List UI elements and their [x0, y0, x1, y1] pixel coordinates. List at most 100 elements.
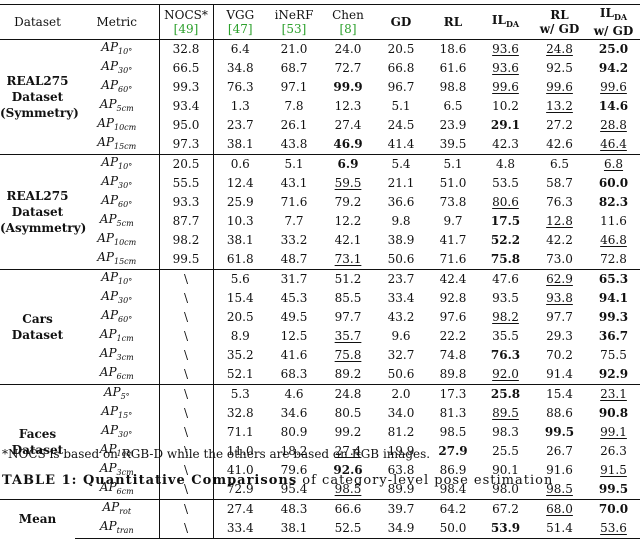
value-cell: 98.8 — [427, 78, 479, 97]
value-cell: 27.4 — [213, 499, 267, 519]
value-cell: 20.5 — [375, 39, 427, 59]
value-text: 27.4 — [226, 502, 254, 516]
value-text: 12.2 — [334, 214, 362, 228]
value-cell: 17.5 — [479, 212, 532, 231]
value-text: 79.2 — [334, 195, 362, 209]
metric-subscript: 10cm — [114, 123, 137, 132]
value-cell: 24.8 — [321, 384, 375, 404]
value-cell: 4.8 — [479, 154, 532, 174]
value-text: 93.6 — [492, 42, 519, 56]
value-text: 96.7 — [387, 80, 415, 94]
table-row: AP30° \ 15.4 45.3 85.5 33.4 92.8 93.5 93.8 94.1 — [0, 289, 640, 308]
value-text: 6.9 — [337, 157, 359, 171]
value-text: 75.8 — [334, 348, 362, 362]
table-row: AP3cm \ 41.0 79.6 92.6 63.8 86.9 90.1 91.6 91.5 — [0, 461, 640, 480]
metric-cell: AP60° — [75, 193, 160, 212]
value-text: 43.1 — [280, 176, 308, 190]
header-vgg: VGG [47] — [213, 4, 267, 40]
value-cell: 10.3 — [213, 212, 267, 231]
value-text: 68.3 — [280, 367, 308, 381]
value-cell: 93.6 — [479, 39, 532, 59]
results-table-container: Dataset Metric NOCS* [49] VGG [47] iNeRF [5… — [0, 4, 640, 539]
value-cell: 82.3 — [587, 193, 640, 212]
value-text: 41.0 — [226, 463, 254, 477]
table-row: AP5cm 93.4 1.3 7.8 12.3 5.1 6.5 10.2 13.2 14.6 — [0, 97, 640, 116]
value-cell: 73.1 — [321, 250, 375, 270]
value-text: 6.8 — [603, 157, 624, 171]
value-text: 81.3 — [439, 406, 467, 420]
table-row: APtran \ 33.4 38.1 52.5 34.9 50.0 53.9 51.4 53.6 — [0, 519, 640, 539]
value-cell: 76.3 — [532, 193, 587, 212]
value-text: \ — [183, 406, 189, 420]
value-cell: 9.6 — [375, 327, 427, 346]
value-cell: 12.5 — [267, 327, 321, 346]
value-cell: 95.0 — [159, 116, 214, 135]
value-cell: \ — [159, 519, 214, 539]
metric-name: AP — [102, 500, 120, 514]
value-text: 95.0 — [172, 118, 200, 132]
value-cell: 5.6 — [213, 269, 267, 289]
value-text: 27.2 — [546, 118, 573, 132]
table-row: AP5cm 87.7 10.3 7.7 12.2 9.8 9.7 17.5 12.8 11.6 — [0, 212, 640, 231]
value-text: 61.8 — [226, 252, 254, 266]
table-row: Cars Dataset AP10° \ 5.6 31.7 51.2 23.7 42.4 47.… — [0, 269, 640, 385]
table-row: Mean AProt \ 27.4 48.3 66.6 39.7 64.2 67.2 68.0 70… — [0, 499, 640, 539]
value-text: 2.0 — [391, 387, 411, 401]
value-text: 72.8 — [600, 252, 627, 266]
value-text: 99.6 — [600, 80, 627, 94]
value-text: 25.9 — [226, 195, 254, 209]
value-text: 65.3 — [598, 272, 629, 286]
value-cell: 4.6 — [267, 384, 321, 404]
metric-cell: AP10° — [75, 269, 160, 289]
value-cell: 52.1 — [213, 365, 267, 385]
value-cell: 99.6 — [587, 78, 640, 97]
value-text: \ — [183, 502, 189, 516]
value-cell: 35.7 — [321, 327, 375, 346]
value-text: 51.0 — [439, 176, 467, 190]
metric-cell: AP10° — [75, 154, 160, 174]
metric-cell: AP3cm — [75, 346, 160, 365]
value-cell: 58.7 — [532, 174, 587, 193]
value-cell: 93.5 — [479, 289, 532, 308]
value-text: 34.8 — [226, 61, 254, 75]
value-text: 9.6 — [391, 329, 411, 343]
value-cell: \ — [159, 461, 214, 480]
metric-cell: AP5° — [75, 384, 160, 404]
metric-subscript: 15cm — [114, 142, 137, 151]
value-cell: 79.2 — [321, 193, 375, 212]
value-text: 89.5 — [492, 406, 519, 420]
table-row: AP1cm \ 11.0 18.2 27.4 19.9 27.9 25.5 26.7 26.3 — [0, 442, 640, 461]
value-text: 79.6 — [280, 463, 308, 477]
value-text: 0.6 — [230, 157, 250, 171]
value-text: 98.2 — [492, 310, 519, 324]
value-text: \ — [183, 310, 189, 324]
value-text: 24.8 — [334, 387, 362, 401]
value-text: 39.7 — [387, 502, 415, 516]
value-text: \ — [183, 425, 189, 439]
value-text: 74.8 — [439, 348, 467, 362]
value-text: 48.7 — [280, 252, 308, 266]
metric-name: AP — [101, 40, 119, 54]
value-cell: \ — [159, 423, 214, 442]
header-metric: Metric — [75, 4, 160, 40]
value-text: 41.7 — [439, 233, 467, 247]
value-text: 64.2 — [439, 502, 467, 516]
table-row: AP15cm 99.5 61.8 48.7 73.1 50.6 71.6 75.8 73.0 72… — [0, 250, 640, 270]
value-cell: 97.7 — [321, 308, 375, 327]
value-cell: 76.3 — [479, 346, 532, 365]
value-cell: 42.1 — [321, 231, 375, 250]
metric-name: AP — [101, 270, 119, 284]
value-text: 85.5 — [334, 291, 362, 305]
value-text: 35.7 — [334, 329, 362, 343]
value-text: 97.7 — [334, 310, 362, 324]
value-text: 35.2 — [226, 348, 254, 362]
value-text: 6.5 — [549, 157, 570, 171]
value-text: 92.8 — [439, 291, 467, 305]
value-text: 75.8 — [490, 252, 521, 266]
value-text: 4.6 — [284, 387, 304, 401]
value-cell: 55.5 — [159, 174, 214, 193]
value-cell: 5.1 — [427, 154, 479, 174]
value-cell: 97.6 — [427, 308, 479, 327]
value-cell: 73.0 — [532, 250, 587, 270]
value-text: 29.3 — [546, 329, 573, 343]
